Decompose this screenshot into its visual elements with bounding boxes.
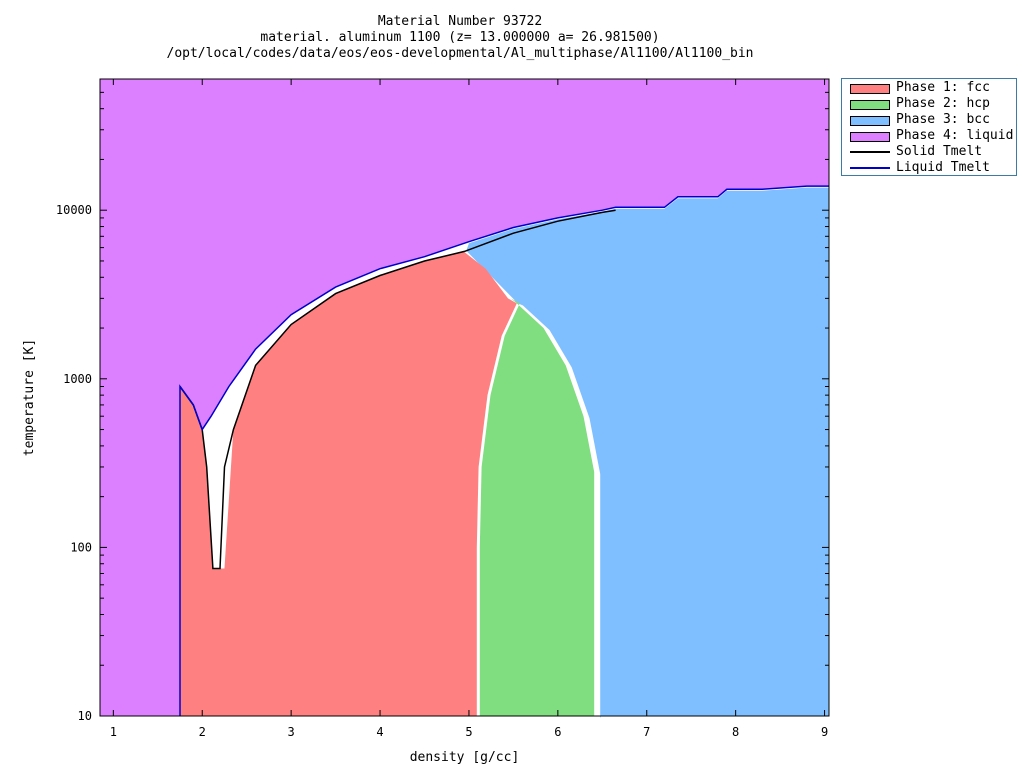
y-tick-label: 10000 (56, 203, 92, 217)
legend-label-liquid: Phase 4: liquid (896, 128, 1014, 143)
legend-item-fcc: Phase 1: fcc (848, 80, 1016, 96)
legend-swatch-fcc (850, 84, 890, 94)
x-tick-label: 4 (376, 725, 383, 739)
region-fcc (180, 251, 517, 716)
x-tick-label: 2 (199, 725, 206, 739)
x-tick-label: 6 (554, 725, 561, 739)
solid-tmelt-line (179, 209, 616, 570)
legend-swatch-hcp (850, 100, 890, 110)
x-tick-label: 7 (643, 725, 650, 739)
legend-line-liquid-tmelt (850, 167, 890, 169)
legend-item-liquid-tmelt: Liquid Tmelt (848, 160, 1016, 176)
chart-legend: Phase 1: fcc Phase 2: hcp Phase 3: bcc P… (841, 78, 1017, 176)
legend-item-liquid: Phase 4: liquid (848, 128, 1016, 144)
region-hcp (479, 298, 595, 716)
x-tick-label: 3 (288, 725, 295, 739)
legend-item-hcp: Phase 2: hcp (848, 96, 1016, 112)
plot-frame (99, 78, 830, 717)
legend-swatch-bcc (850, 116, 890, 126)
x-axis-label: density [g/cc] (410, 750, 520, 765)
legend-label-bcc: Phase 3: bcc (896, 112, 990, 127)
phase-lines (179, 185, 829, 716)
region-notch-gap (202, 386, 234, 569)
y-tick-label: 100 (70, 540, 92, 554)
legend-label-hcp: Phase 2: hcp (896, 96, 990, 111)
legend-label-fcc: Phase 1: fcc (896, 80, 990, 95)
liquid-tmelt-line (179, 185, 829, 716)
legend-line-solid-tmelt (850, 151, 890, 153)
axis-ticks: 1 2 3 4 5 6 7 8 9 10 100 1000 10000 (56, 78, 829, 739)
region-bcc (466, 187, 829, 719)
phase-regions (100, 79, 829, 719)
legend-label-liquid-tmelt: Liquid Tmelt (896, 160, 990, 175)
chart-subtitle-material: material. aluminum 1100 (z= 13.000000 a=… (260, 30, 660, 45)
legend-label-solid-tmelt: Solid Tmelt (896, 144, 983, 159)
legend-item-solid-tmelt: Solid Tmelt (848, 144, 1016, 160)
y-tick-label: 1000 (63, 372, 92, 386)
y-tick-label: 10 (78, 709, 92, 723)
chart-title: Material Number 93722 (377, 14, 543, 29)
x-tick-label: 5 (465, 725, 472, 739)
legend-swatch-liquid (850, 132, 890, 142)
chart-subtitle-path: /opt/local/codes/data/eos/eos-developmen… (166, 46, 754, 61)
x-tick-label: 1 (110, 725, 117, 739)
legend-item-bcc: Phase 3: bcc (848, 112, 1016, 128)
y-axis-label: temperature [K] (22, 339, 37, 456)
x-tick-label: 8 (732, 725, 739, 739)
x-tick-label: 9 (821, 725, 828, 739)
